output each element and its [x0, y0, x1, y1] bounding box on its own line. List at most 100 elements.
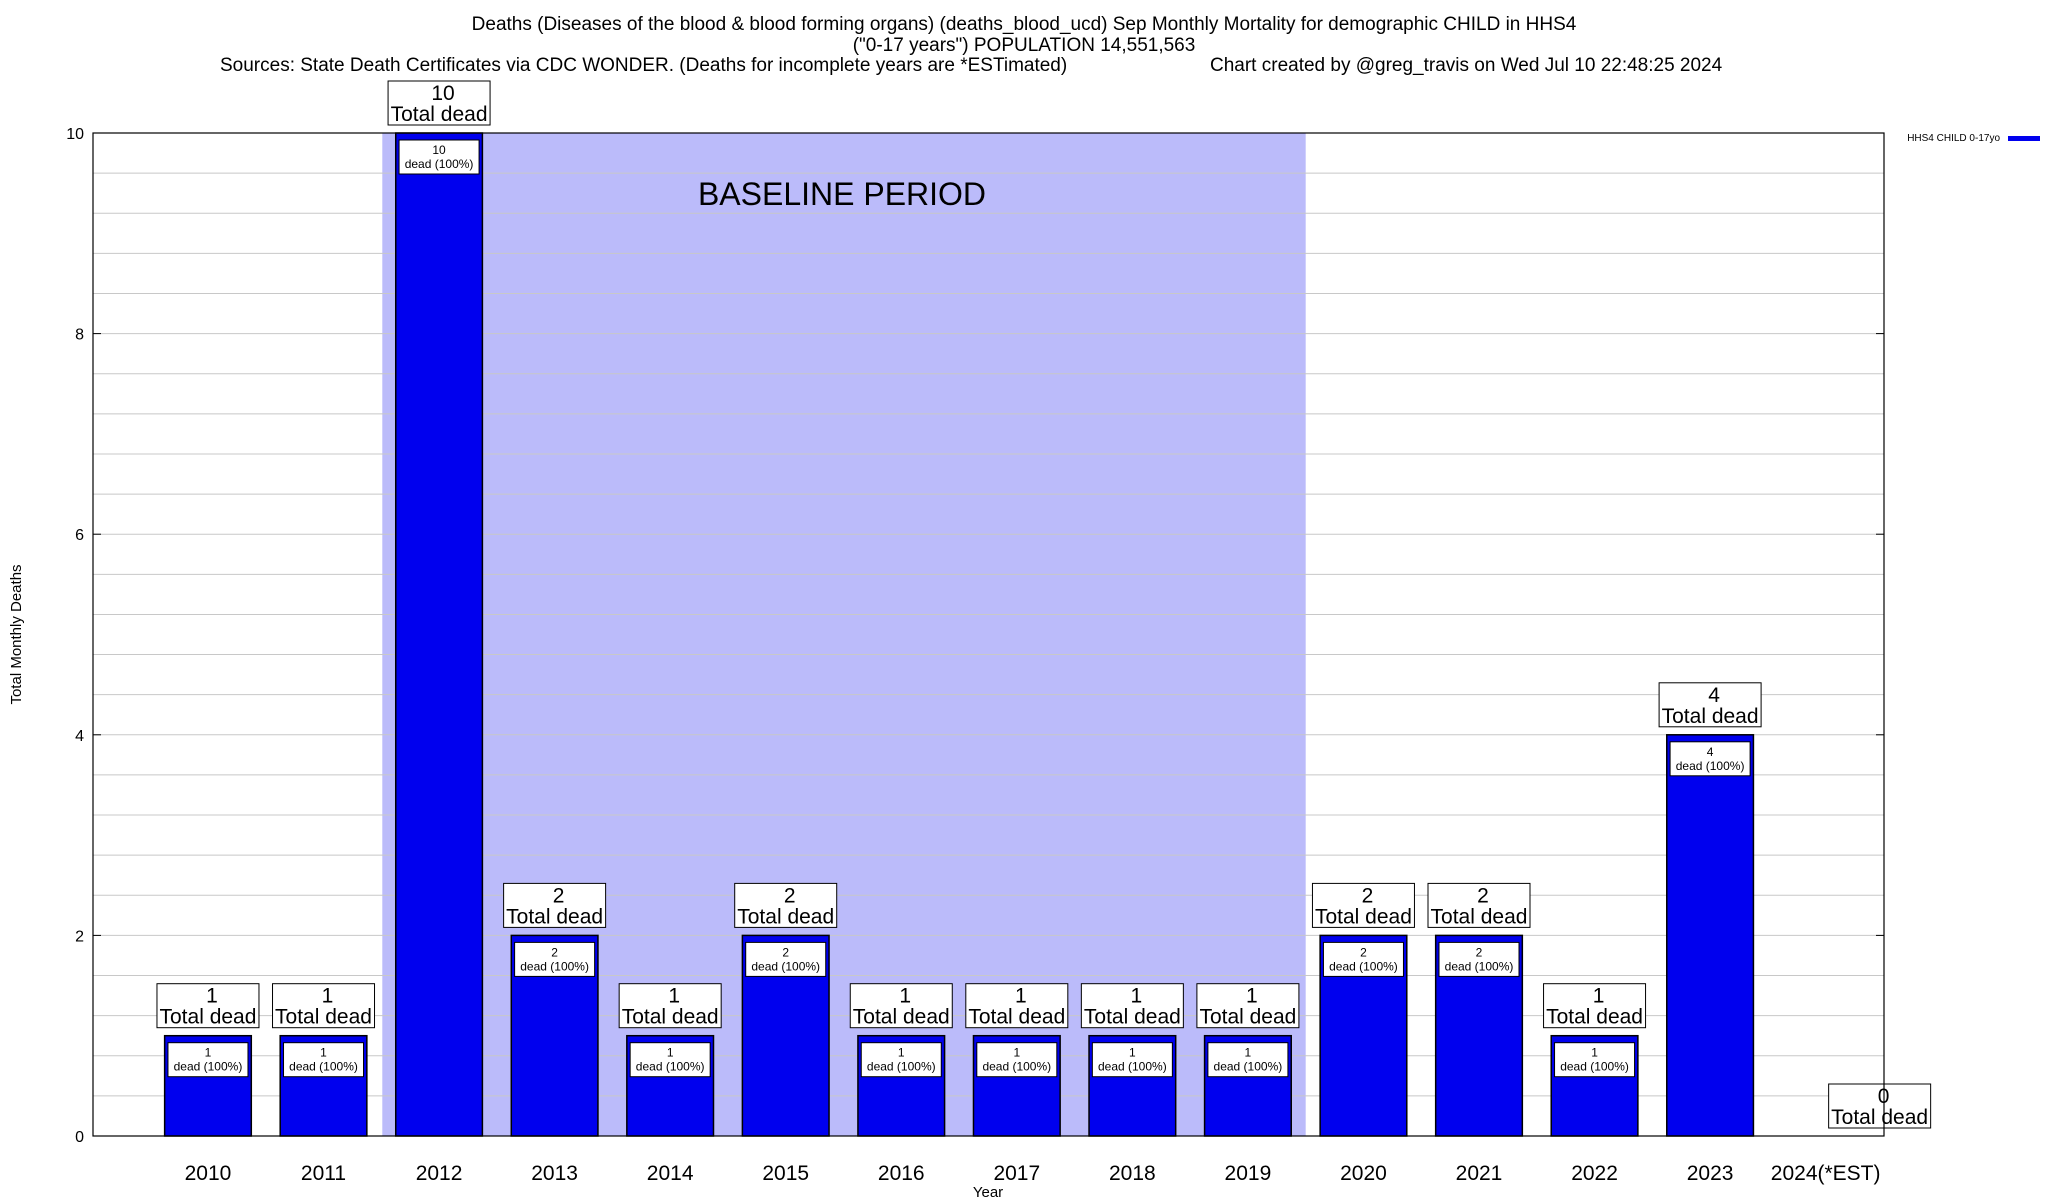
bar-inner-suffix: dead (100%) — [1445, 959, 1514, 973]
bar-total-value: 1 — [1015, 985, 1027, 1008]
bar-total-suffix: Total dead — [160, 1006, 257, 1029]
bar-total-suffix: Total dead — [622, 1006, 719, 1029]
bar-total-value: 1 — [1246, 985, 1258, 1008]
bar-inner-suffix: dead (100%) — [1214, 1060, 1283, 1074]
bar-inner-suffix: dead (100%) — [520, 959, 589, 973]
bar-total-suffix: Total dead — [391, 103, 488, 126]
bar-inner-value: 1 — [205, 1046, 212, 1060]
bar-inner-label-box — [398, 139, 480, 175]
bar-inner-suffix: dead (100%) — [751, 959, 820, 973]
legend-label: HHS4 CHILD 0-17yo — [1907, 133, 2000, 144]
bar-total-value: 10 — [431, 82, 454, 105]
bar-inner-value: 2 — [1476, 945, 1483, 959]
chart-credit-line: Chart created by @greg_travis on Wed Jul… — [1210, 55, 1723, 76]
bar-inner-suffix: dead (100%) — [174, 1060, 243, 1074]
bar-inner-suffix: dead (100%) — [1329, 959, 1398, 973]
bar-inner-label-box — [1554, 1042, 1636, 1078]
x-axis-label: Year — [973, 1184, 1003, 1200]
bar-total-value: 2 — [1362, 884, 1374, 907]
bar-total-value: 1 — [1131, 985, 1143, 1008]
baseline-period-label: BASELINE PERIOD — [698, 176, 986, 212]
bar-total-suffix: Total dead — [506, 905, 603, 928]
x-tick-label: 2019 — [1225, 1162, 1272, 1185]
bar-total-suffix: Total dead — [968, 1006, 1065, 1029]
bar-inner-label-box — [629, 1042, 711, 1078]
y-tick-label: 4 — [75, 728, 84, 745]
x-tick-label: 2020 — [1340, 1162, 1387, 1185]
bar-inner-value: 1 — [320, 1046, 327, 1060]
bar-total-label-box — [849, 983, 953, 1029]
bar-total-label-box — [387, 80, 491, 126]
bar-total-label-box — [618, 983, 722, 1029]
bar-total-label-box — [156, 983, 260, 1029]
bar-inner-suffix: dead (100%) — [982, 1060, 1051, 1074]
bar-inner-suffix: dead (100%) — [1560, 1060, 1629, 1074]
bar-total-suffix: Total dead — [1199, 1006, 1296, 1029]
bar-total-label-box — [1196, 983, 1300, 1029]
bar-total-value: 1 — [668, 985, 680, 1008]
x-tick-label: 2013 — [531, 1162, 578, 1185]
bar-inner-suffix: dead (100%) — [289, 1060, 358, 1074]
y-tick-label: 6 — [75, 527, 84, 544]
y-tick-label: 2 — [75, 928, 84, 945]
chart-sources-line: Sources: State Death Certificates via CD… — [220, 55, 1068, 76]
bar-inner-label-box — [514, 941, 596, 977]
bar-inner-label-box — [167, 1042, 249, 1078]
x-tick-label: 2017 — [993, 1162, 1040, 1185]
chart-title-line-1: Deaths (Diseases of the blood & blood fo… — [471, 14, 1577, 35]
x-tick-label: 2015 — [762, 1162, 809, 1185]
bar-inner-value: 10 — [432, 143, 446, 157]
x-tick-label: 2021 — [1456, 1162, 1503, 1185]
bar-inner-value: 1 — [898, 1046, 905, 1060]
x-tick-label: 2012 — [416, 1162, 463, 1185]
bar-total-value: 1 — [206, 985, 218, 1008]
bar-inner-label-box — [860, 1042, 942, 1078]
bar-inner-value: 2 — [551, 945, 558, 959]
bar-inner-suffix: dead (100%) — [1676, 759, 1745, 773]
x-tick-label: 2014 — [647, 1162, 694, 1185]
bar-inner-value: 1 — [1245, 1046, 1252, 1060]
bar-total-value: 1 — [1593, 985, 1605, 1008]
bar-total-label-box — [503, 882, 607, 928]
bar-inner-label-box — [283, 1042, 365, 1078]
bar-inner-value: 1 — [667, 1046, 674, 1060]
x-tick-label: 2016 — [878, 1162, 925, 1185]
y-tick-label: 8 — [75, 327, 84, 344]
bar — [1666, 734, 1755, 1137]
bar-total-value: 1 — [322, 985, 334, 1008]
bar-inner-label-box — [976, 1042, 1058, 1078]
bar-total-label-box — [1828, 1083, 1932, 1129]
legend-swatch — [2008, 136, 2040, 141]
bar-inner-label-box — [1322, 941, 1404, 977]
chart-title-line-2: ("0-17 years") POPULATION 14,551,563 — [852, 35, 1196, 56]
plot-frame — [92, 132, 1885, 1137]
bar-inner-value: 1 — [1591, 1046, 1598, 1060]
x-tick-label: 2023 — [1687, 1162, 1734, 1185]
bar-total-suffix: Total dead — [1831, 1106, 1928, 1129]
bar-inner-value: 4 — [1707, 745, 1714, 759]
bar-inner-label-box — [1091, 1042, 1173, 1078]
bar-total-suffix: Total dead — [1084, 1006, 1181, 1029]
bar-inner-label-box — [1207, 1042, 1289, 1078]
bar-inner-suffix: dead (100%) — [405, 157, 474, 171]
bar-total-label-box — [1080, 983, 1184, 1029]
bar-total-value: 4 — [1708, 684, 1720, 707]
bar-total-suffix: Total dead — [737, 905, 834, 928]
bar-total-suffix: Total dead — [1546, 1006, 1643, 1029]
bar-inner-value: 2 — [782, 945, 789, 959]
bar-total-label-box — [1658, 682, 1762, 728]
bar-total-label-box — [272, 983, 376, 1029]
bar-total-label-box — [734, 882, 838, 928]
bar-total-suffix: Total dead — [275, 1006, 372, 1029]
bar-inner-suffix: dead (100%) — [1098, 1060, 1167, 1074]
x-tick-label: 2024(*EST) — [1771, 1162, 1881, 1185]
bar-total-value: 1 — [899, 985, 911, 1008]
y-tick-label: 0 — [75, 1129, 84, 1146]
y-axis-label: Total Monthly Deaths — [8, 564, 25, 704]
bar-total-suffix: Total dead — [1662, 705, 1759, 728]
y-tick-label: 10 — [66, 126, 84, 143]
bar-inner-label-box — [745, 941, 827, 977]
bar-total-value: 2 — [784, 884, 796, 907]
bar-inner-value: 1 — [1013, 1046, 1020, 1060]
